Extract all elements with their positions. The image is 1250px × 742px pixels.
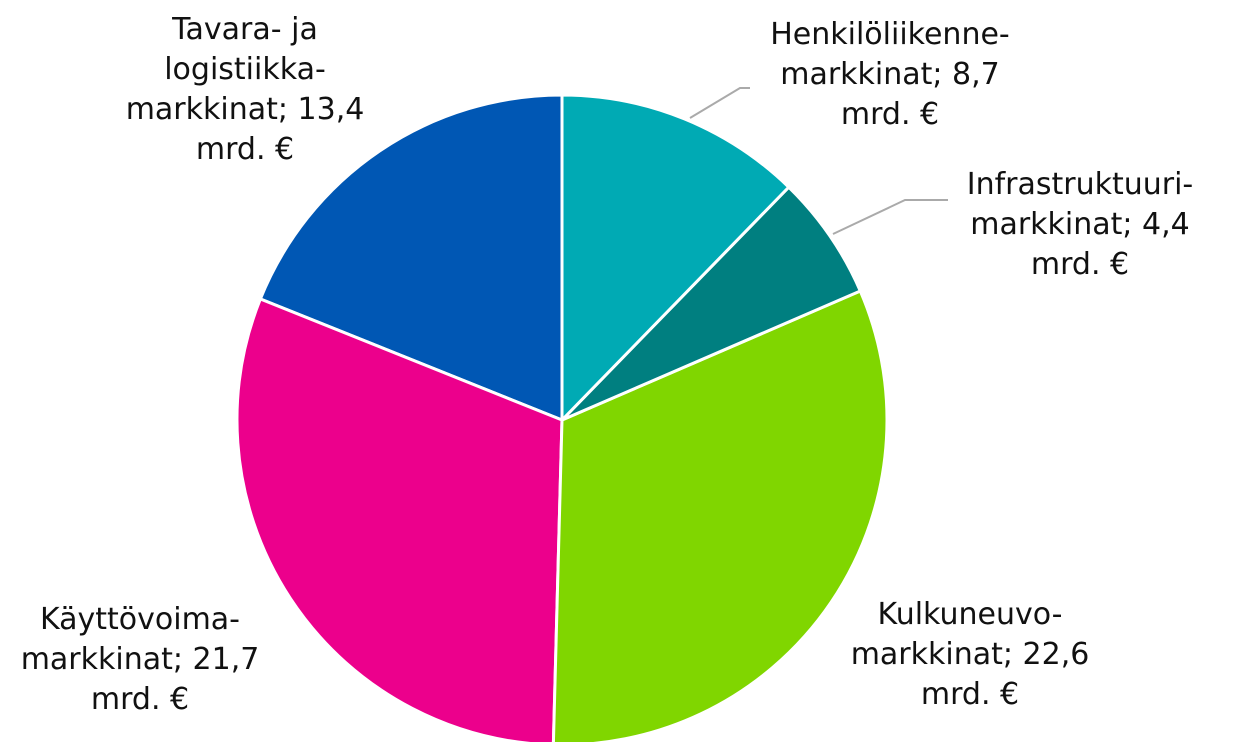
data-label: Infrastruktuuri-markkinat; 4,4 mrd. € bbox=[966, 167, 1194, 282]
pie-slice bbox=[560, 93, 791, 424]
pie-slice bbox=[235, 297, 564, 742]
data-label: Henkilöliikenne-markkinat; 8,7 mrd. € bbox=[770, 17, 1010, 132]
pie-slice bbox=[258, 93, 564, 423]
data-label: Kulkuneuvo-markkinat; 22,6 mrd. € bbox=[850, 597, 1090, 712]
data-label: Tavara- ja logistiikka-markkinat; 13,4 m… bbox=[125, 12, 365, 167]
data-label: Käyttövoima-markkinat; 21,7 mrd. € bbox=[20, 602, 260, 717]
leader-line bbox=[689, 87, 750, 119]
leader-line bbox=[832, 199, 948, 235]
pie-slice bbox=[560, 185, 863, 422]
pie-slice bbox=[551, 289, 889, 742]
